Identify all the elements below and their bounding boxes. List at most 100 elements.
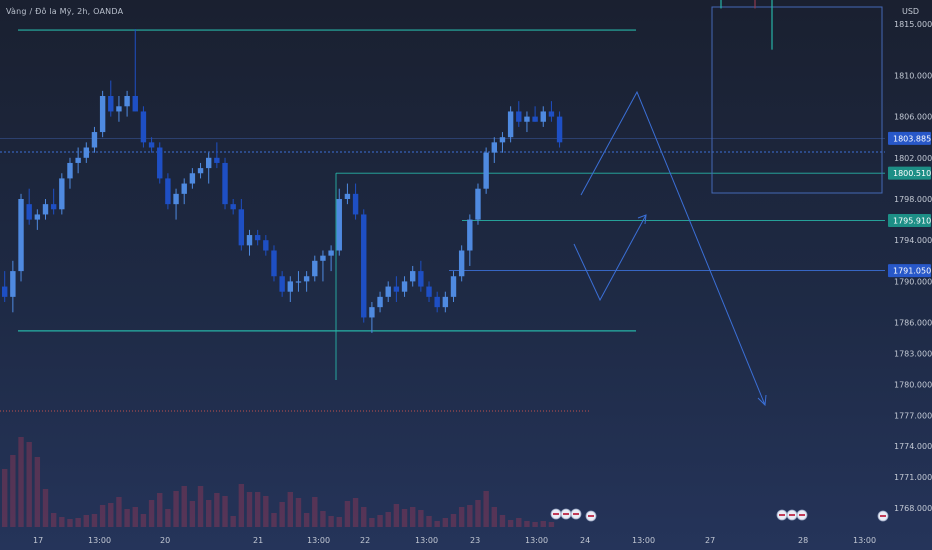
x-tick-label: 27 [705,536,715,545]
candle-body [50,204,57,210]
candle-body [467,219,473,251]
candle-body [483,152,489,189]
volume-bar [238,484,245,527]
candle-body [157,147,163,179]
volume-bar [189,501,196,527]
candle-body [271,250,277,277]
candle-body [83,147,89,158]
candle-body [361,214,367,318]
y-tick-label: 1802.000 [894,154,932,163]
candle-body [189,173,196,184]
y-tick-label: 1790.000 [894,277,932,286]
volume-bar [344,501,351,527]
candle-body [108,96,114,112]
volume-bar [393,504,400,527]
volume-bar [287,492,293,527]
projection-path-2 [573,214,647,302]
volume-bar [263,496,269,527]
candle-body [426,286,432,297]
candle-body [214,157,220,163]
candle-body [99,96,106,133]
candle-body [499,137,506,143]
y-tick-label: 1794.000 [894,236,932,245]
y-tick-label: 1783.000 [894,350,932,359]
volume-bar [434,521,440,527]
candle-body [59,178,65,210]
volume-bar [336,517,342,527]
candle-body [516,111,522,122]
volume-bar [99,505,106,527]
volume-bar [18,437,24,527]
candle-body [328,250,334,256]
event-flag-icon-stripe [588,515,594,517]
inset-box [711,6,883,194]
volume-bar [108,503,114,527]
x-tick-label: 22 [360,536,370,545]
volume-bar [483,491,489,527]
price-tag-label: 1795.910 [893,217,931,226]
volume-bar [75,518,81,527]
candle-body [206,157,212,169]
candle-body [2,286,8,297]
volume-bar [352,498,359,527]
candle-body [450,276,457,297]
volume-bar [524,521,530,527]
candle-body [287,281,293,292]
event-flag-icon-stripe [553,513,559,515]
volume-bar [148,500,155,527]
projection-arrowhead [757,394,767,407]
volume-bar [491,507,497,527]
candle-body [336,199,342,251]
candle-body [116,106,122,112]
volume-bar [173,491,179,527]
candle-body [181,183,187,194]
y-tick-label: 1815.000 [894,20,932,29]
volume-bar [10,455,16,527]
y-tick-label: 1771.000 [894,473,932,482]
volume-bar [410,507,416,527]
x-tick-label: 13:00 [525,536,548,545]
volume-bar [418,510,424,527]
x-tick-label: 13:00 [88,536,111,545]
volume-bar [2,469,8,527]
volume-bar [303,513,310,527]
candle-body [173,193,179,205]
event-flag-icon-stripe [789,514,795,516]
candle-body [165,178,171,205]
candle-body [42,204,49,215]
candle-body [10,271,16,297]
volume-bar [467,505,473,527]
candle-body [401,281,408,292]
volume-bar [377,515,383,527]
volume-bar [507,520,514,527]
volume-bar [59,517,65,527]
volume-bar [328,516,334,527]
volume-bar [361,507,367,527]
candle-body [124,96,130,107]
price-tag-label: 1800.510 [893,169,931,178]
currency-label: USD [902,7,919,16]
candle-body [393,286,400,292]
candle-body [320,255,326,261]
volume-bar [442,518,449,527]
volume-bar [214,493,220,527]
candle-body [75,157,81,163]
y-tick-label: 1798.000 [894,195,932,204]
event-flag-icon-stripe [779,514,785,516]
candle-body [34,214,41,220]
x-tick-label: 13:00 [307,536,330,545]
volume-bar [124,509,130,527]
candle-body [548,111,555,117]
candle-body [230,204,236,210]
event-flag-icon-stripe [573,513,579,515]
volume-bar [475,500,481,527]
volume-bar [222,496,228,527]
candle-body [18,199,24,272]
volume-bar [26,442,32,527]
volume-bar [401,509,408,527]
candle-body [140,111,147,143]
price-tag [888,131,931,145]
volume-bar [116,497,122,527]
